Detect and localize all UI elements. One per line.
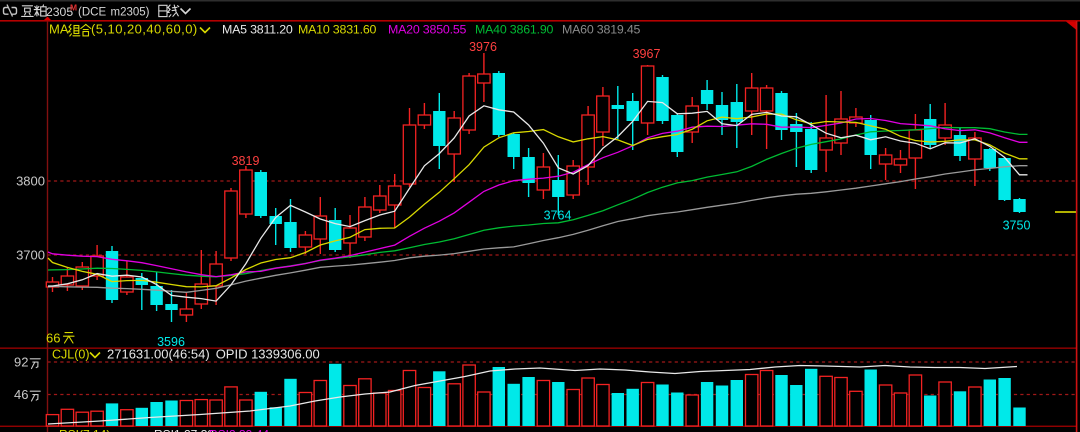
svg-text:MA5 3811.20: MA5 3811.20 [222, 23, 293, 37]
svg-text:MA: MA [49, 22, 69, 37]
svg-text:3764: 3764 [544, 209, 572, 223]
svg-text:3976: 3976 [469, 40, 497, 54]
svg-text:3596: 3596 [157, 335, 185, 349]
svg-text:3967: 3967 [633, 47, 661, 61]
svg-text:m2305): m2305) [111, 7, 150, 19]
svg-text:MA10 3831.60: MA10 3831.60 [298, 23, 377, 37]
svg-text:271631.00(46:54): 271631.00(46:54) [107, 347, 210, 362]
svg-text:MA20 3850.55: MA20 3850.55 [388, 23, 467, 37]
svg-text:92: 92 [14, 355, 28, 370]
svg-text:RSI2 39.44: RSI2 39.44 [209, 428, 269, 432]
svg-text:RSI(7,14): RSI(7,14) [59, 428, 110, 432]
svg-text:2305: 2305 [46, 5, 73, 19]
svg-text:OPID 1339306.00: OPID 1339306.00 [216, 347, 320, 362]
svg-text:3800: 3800 [16, 174, 45, 189]
svg-text:3750: 3750 [1003, 219, 1031, 233]
svg-text:(5,10,20,40,60,0): (5,10,20,40,60,0) [91, 22, 198, 37]
svg-text:RSI1 27.38: RSI1 27.38 [154, 428, 214, 432]
svg-text:MA60 3819.45: MA60 3819.45 [562, 23, 641, 37]
svg-text:(DCE: (DCE [78, 7, 106, 19]
svg-text:CJL(0): CJL(0) [52, 348, 90, 362]
svg-text:3819: 3819 [232, 154, 260, 168]
svg-text:M: M [70, 3, 77, 13]
svg-text:MA40 3861.90: MA40 3861.90 [475, 23, 554, 37]
svg-text:66: 66 [46, 331, 60, 346]
svg-text:46: 46 [14, 387, 28, 402]
svg-text:3700: 3700 [16, 248, 45, 263]
